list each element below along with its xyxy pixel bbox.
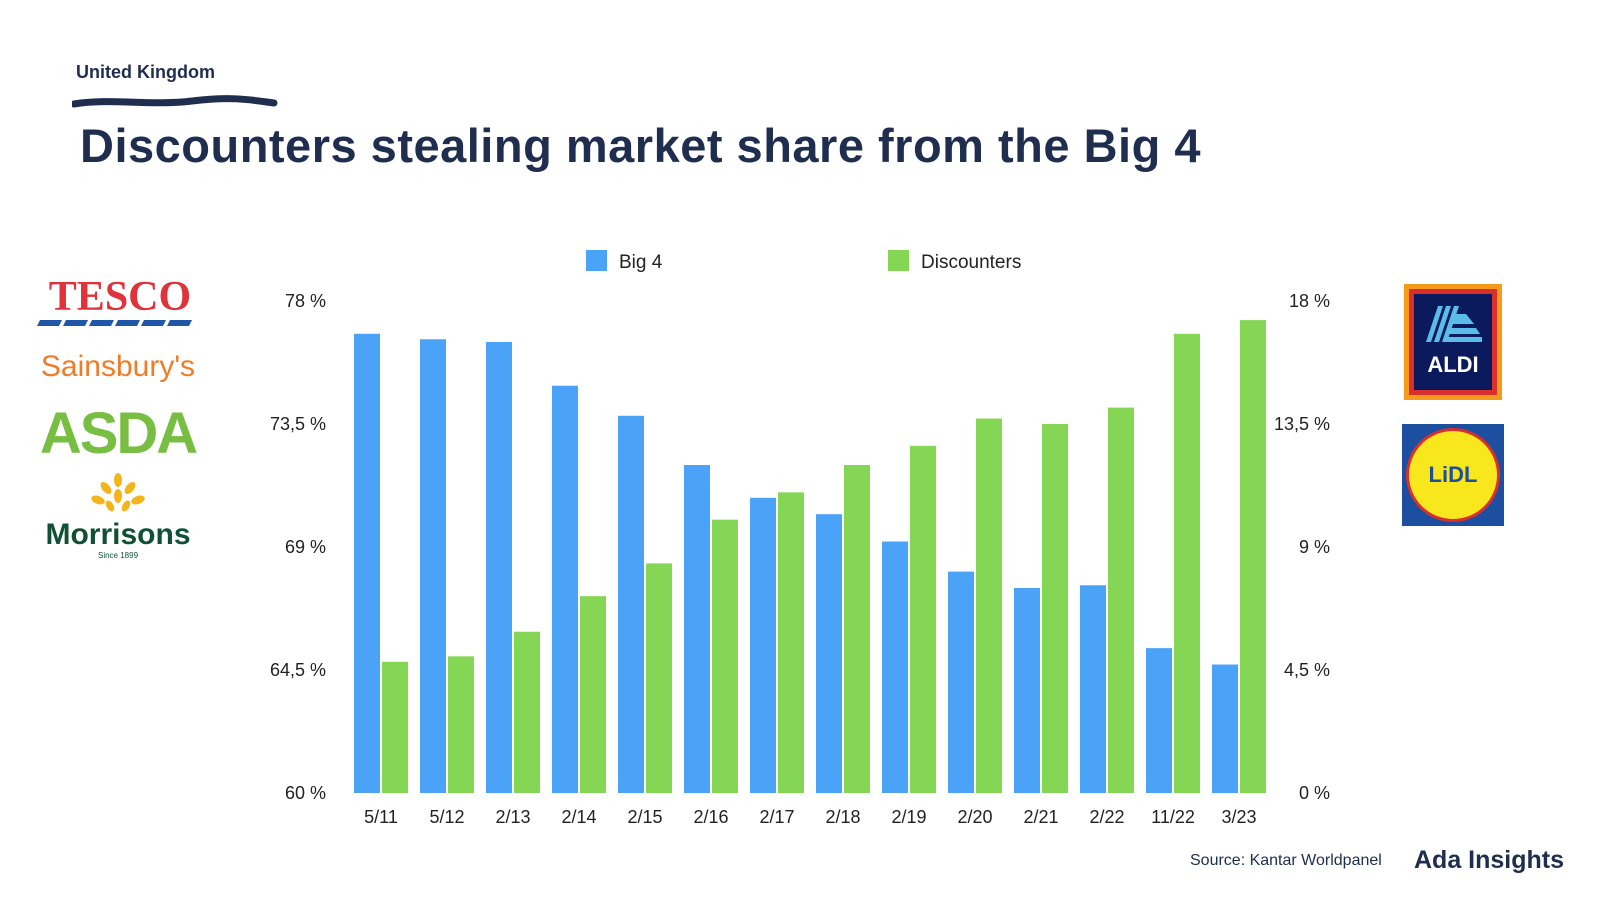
morrisons-since: Since 1899	[98, 551, 139, 560]
right-axis: 0 % 4,5 % 9 % 13,5 % 18 %	[1274, 291, 1330, 803]
aldi-logo: ALDI	[1404, 284, 1502, 400]
right-tick-label-2: 9 %	[1299, 537, 1330, 557]
x-tick-label-4: 2/15	[627, 807, 662, 827]
lidl-logo: LiDL	[1402, 424, 1504, 526]
tesco-wordmark: TESCO	[49, 274, 191, 320]
bar-discounters-3	[580, 596, 606, 793]
morrisons-logo: Morrisons Since 1899	[45, 473, 191, 560]
right-tick-label-0: 0 %	[1299, 783, 1330, 803]
x-tick-label-0: 5/11	[364, 807, 398, 827]
x-tick-label-3: 2/14	[561, 807, 596, 827]
bar-discounters-1	[448, 656, 474, 793]
sainsburys-wordmark: Sainsbury's	[41, 350, 195, 383]
asda-wordmark: ASDA	[40, 401, 197, 464]
x-tick-label-12: 11/22	[1151, 807, 1195, 827]
tesco-stripes	[37, 320, 192, 326]
brand-name: Ada Insights	[1414, 846, 1565, 874]
bar-big-4-12	[1146, 648, 1172, 793]
bar-discounters-12	[1174, 333, 1200, 793]
x-tick-label-10: 2/21	[1023, 807, 1058, 827]
bar-big-4-6	[750, 497, 776, 793]
bar-big-4-5	[684, 465, 710, 793]
bar-big-4-10	[1014, 588, 1040, 793]
x-tick-label-6: 2/17	[759, 807, 794, 827]
asda-logo: ASDA	[40, 401, 199, 464]
bar-discounters-9	[976, 418, 1002, 793]
title-underline-scribble	[72, 95, 278, 108]
left-tick-label-1: 64,5 %	[270, 660, 326, 680]
bar-discounters-6	[778, 492, 804, 793]
aldi-wordmark: ALDI	[1427, 352, 1478, 377]
source-note: Source: Kantar Worldpanel	[1190, 852, 1382, 869]
bar-discounters-10	[1042, 424, 1068, 793]
bar-big-4-0	[354, 333, 380, 793]
bars	[354, 320, 1266, 793]
left-tick-label-3: 73,5 %	[270, 414, 326, 434]
chart-legend: Big 4 Discounters	[586, 250, 1021, 273]
lidl-wordmark: LiDL	[1429, 462, 1478, 487]
x-axis-labels: 5/11 5/12 2/13 2/14 2/15 2/16 2/17 2/18 2/19 2/20…	[364, 807, 1256, 827]
wheat-sheaf-icon	[91, 473, 145, 512]
left-axis: 60 % 64,5 % 69 % 73,5 % 78 %	[270, 291, 326, 803]
morrisons-wordmark: Morrisons	[45, 518, 190, 551]
x-tick-label-11: 2/22	[1089, 807, 1124, 827]
bar-big-4-13	[1212, 664, 1238, 793]
left-tick-label-4: 78 %	[285, 291, 326, 311]
bar-discounters-0	[382, 661, 408, 793]
bar-big-4-9	[948, 571, 974, 793]
bar-big-4-2	[486, 342, 512, 793]
right-tick-label-3: 13,5 %	[1274, 414, 1330, 434]
right-tick-label-1: 4,5 %	[1284, 660, 1330, 680]
left-tick-label-0: 60 %	[285, 783, 326, 803]
tesco-logo: TESCO	[37, 274, 192, 326]
x-tick-label-5: 2/16	[693, 807, 728, 827]
x-tick-label-2: 2/13	[495, 807, 530, 827]
bar-big-4-3	[552, 385, 578, 793]
legend-label-big-4: Big 4	[619, 252, 663, 273]
bar-discounters-11	[1108, 407, 1134, 793]
bar-big-4-4	[618, 415, 644, 793]
bar-discounters-13	[1240, 320, 1266, 793]
bar-big-4-8	[882, 541, 908, 793]
bar-big-4-11	[1080, 585, 1106, 793]
bar-discounters-8	[910, 445, 936, 793]
bar-discounters-7	[844, 465, 870, 793]
x-tick-label-8: 2/19	[891, 807, 926, 827]
left-tick-label-2: 69 %	[285, 537, 326, 557]
legend-swatch-big-4	[586, 250, 607, 271]
bar-big-4-1	[420, 339, 446, 793]
x-tick-label-13: 3/23	[1221, 807, 1256, 827]
region-label: United Kingdom	[76, 62, 215, 82]
bar-discounters-4	[646, 563, 672, 793]
x-tick-label-9: 2/20	[957, 807, 992, 827]
legend-swatch-discounters	[888, 250, 909, 271]
bar-discounters-2	[514, 631, 540, 793]
right-tick-label-4: 18 %	[1289, 291, 1330, 311]
legend-label-discounters: Discounters	[921, 252, 1021, 273]
x-tick-label-1: 5/12	[429, 807, 464, 827]
bar-big-4-7	[816, 514, 842, 793]
sainsburys-logo: Sainsbury's	[41, 350, 195, 383]
bar-discounters-5	[712, 519, 738, 793]
x-tick-label-7: 2/18	[825, 807, 860, 827]
aldi-stripes-icon	[1426, 306, 1482, 342]
page-title: Discounters stealing market share from t…	[80, 119, 1201, 172]
